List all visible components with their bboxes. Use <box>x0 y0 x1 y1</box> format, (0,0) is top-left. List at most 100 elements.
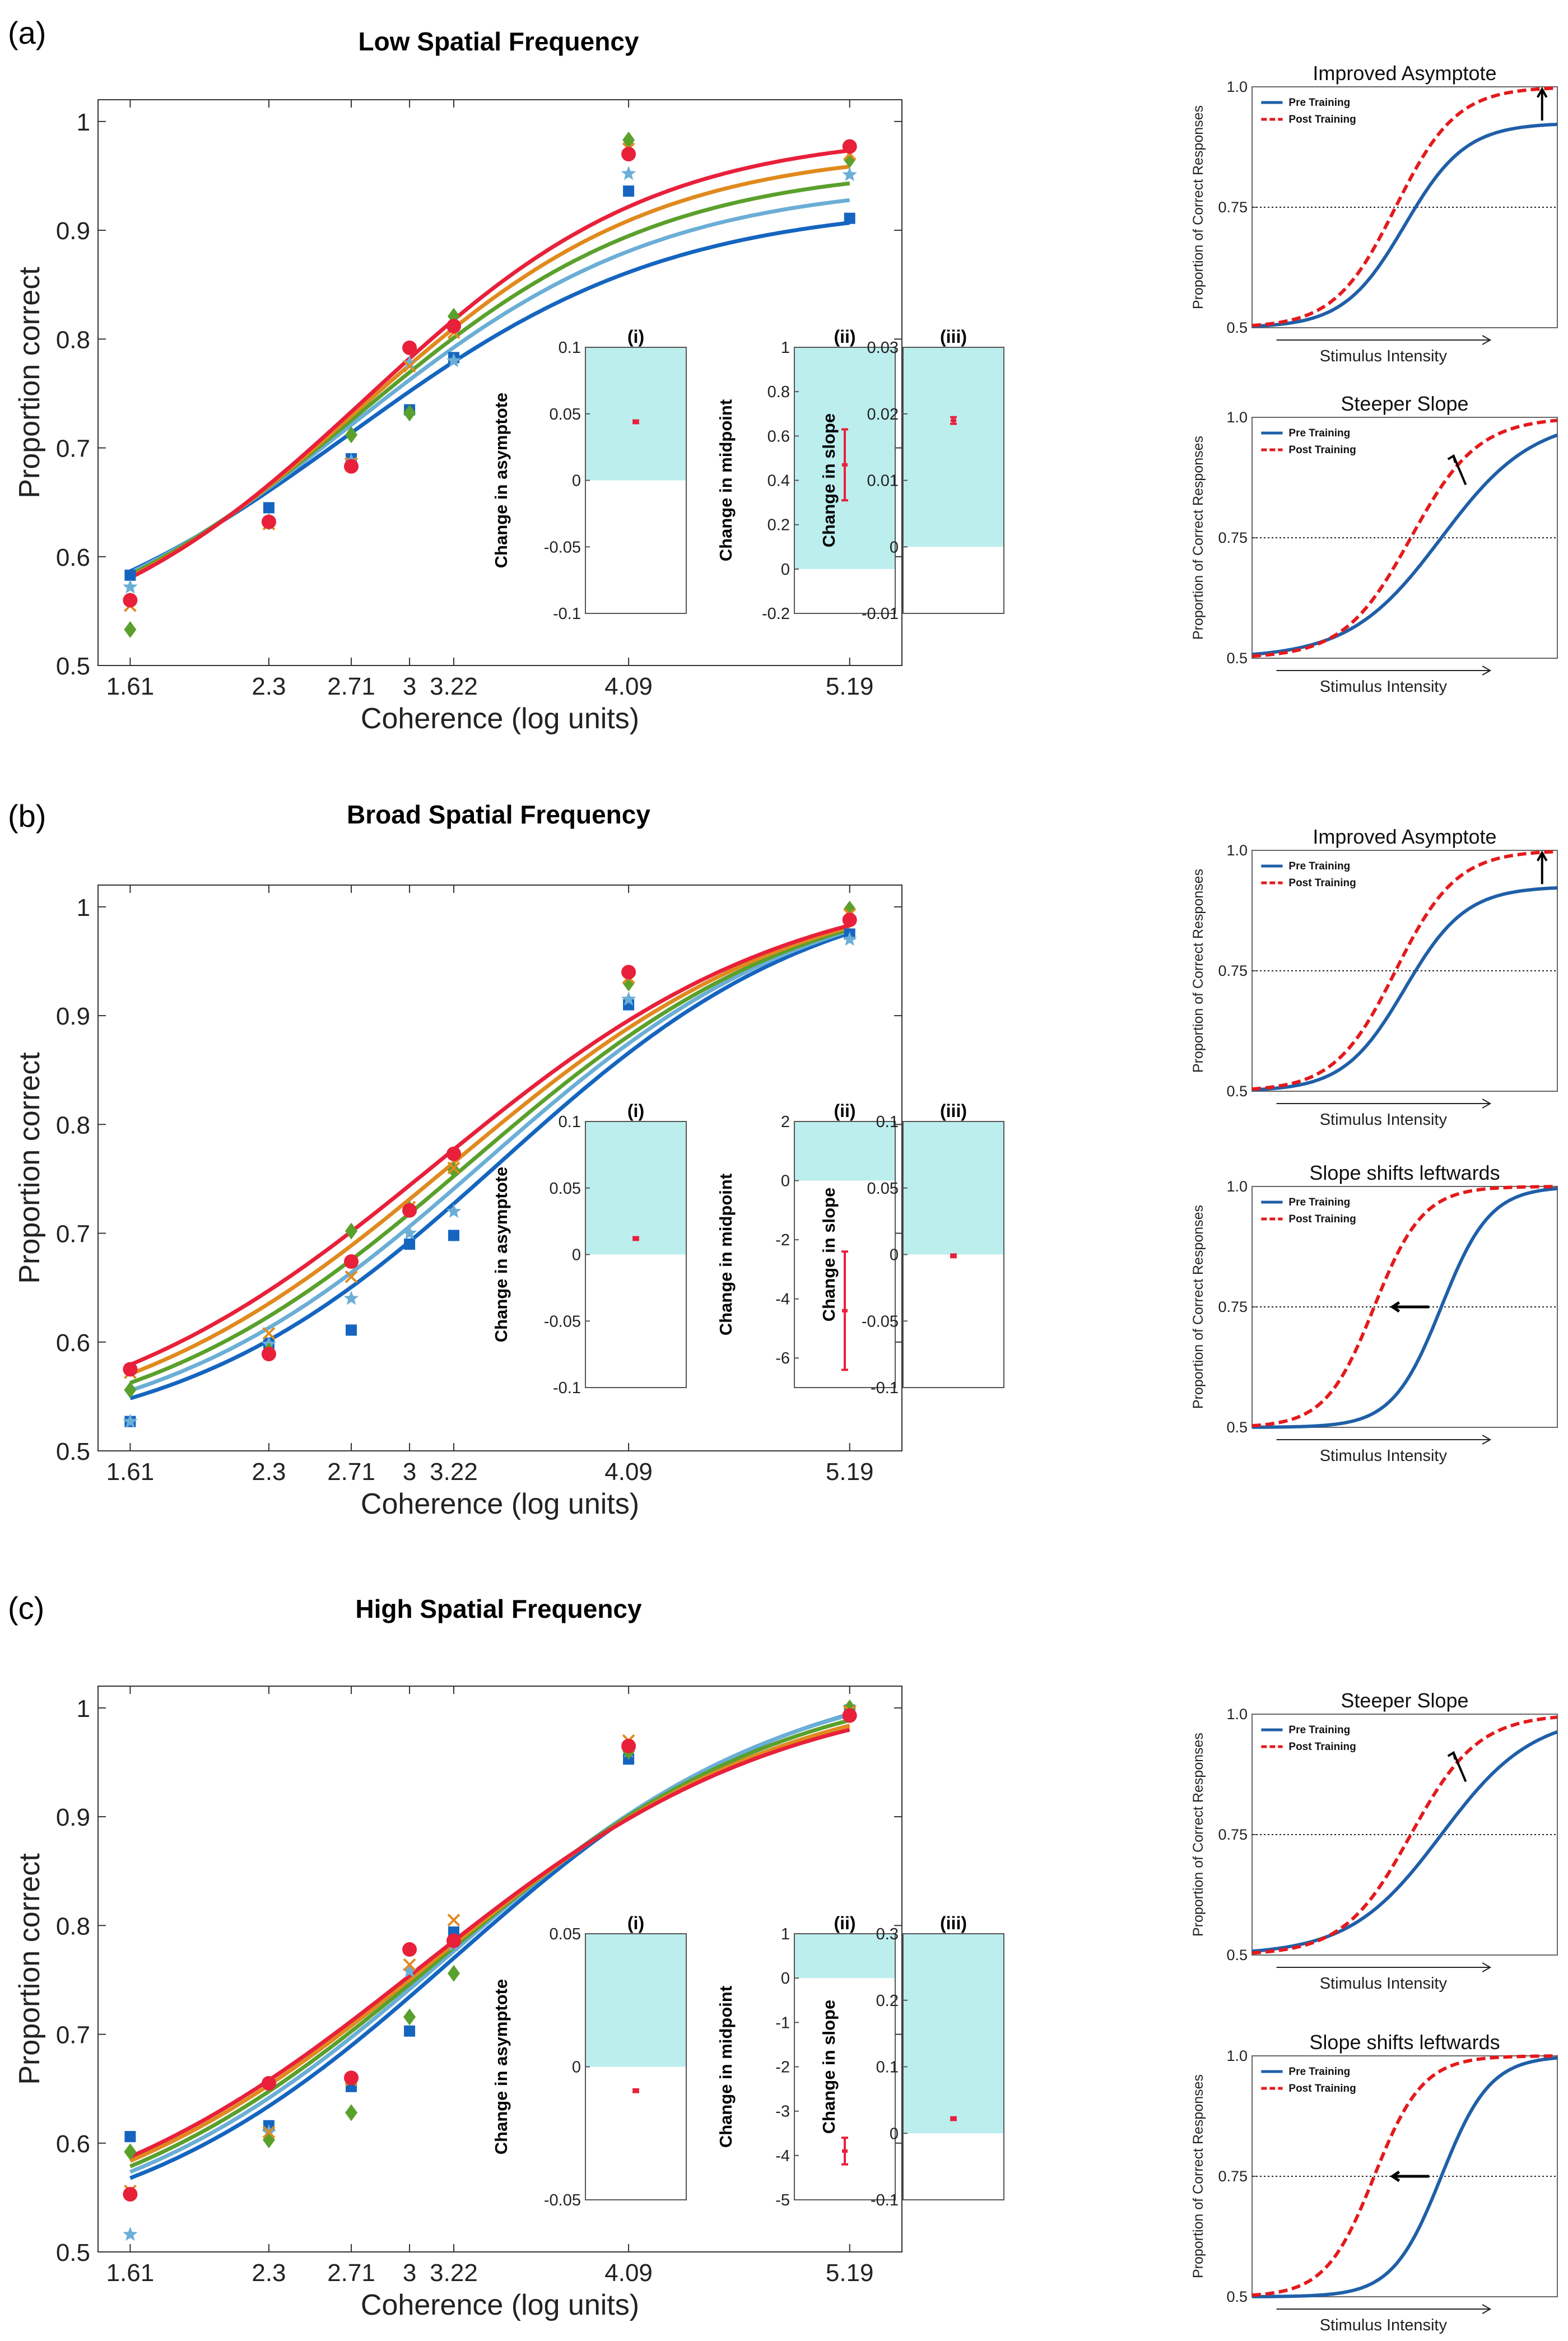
inset-2: (ii) -0.2 0 0.2 0.4 0.6 0.8 1 Change in midpoint <box>716 327 896 623</box>
inset-positive-region <box>903 1121 1004 1255</box>
concept-legend: Pre Training Post Training <box>1261 97 1356 125</box>
concept-title: Slope shifts leftwards <box>1309 1161 1500 1184</box>
data-point-session5 <box>402 340 417 355</box>
pre-training-curve <box>1251 886 1558 1092</box>
inset-tick-label: -0.05 <box>862 1313 899 1330</box>
inset-tick-label: 0.03 <box>867 339 899 357</box>
inset-ylabel: Change in midpoint <box>716 1174 736 1335</box>
concept-a-2: Steeper Slope 0.5 0.75 1.0 Proportion of Cor… <box>1190 392 1558 696</box>
inset-positive-region <box>794 1934 895 1979</box>
data-point-session1 <box>448 1230 459 1241</box>
inset-tick-label: -0.1 <box>871 2191 899 2209</box>
panel-title-b: Broad Spatial Frequency <box>347 800 650 829</box>
y-tick-label: 0.9 <box>56 1003 90 1030</box>
panel-letter-c: (c) <box>8 1590 44 1626</box>
inset-tick-label: 1 <box>781 339 790 357</box>
data-point-session1 <box>263 502 274 514</box>
inset-mean-marker <box>951 418 956 422</box>
x-tick-label: 3 <box>403 1458 416 1486</box>
concept-legend: Pre Training Post Training <box>1261 1197 1356 1225</box>
panel-letter-a: (a) <box>8 15 46 50</box>
data-point-session5 <box>621 1738 636 1753</box>
concept-title: Improved Asymptote <box>1313 62 1496 85</box>
data-point-session4 <box>447 1161 460 1175</box>
inset-tick-label: 0.2 <box>767 516 790 534</box>
y-tick-label: 0.6 <box>56 2130 90 2158</box>
data-point-session3 <box>124 1381 137 1399</box>
concept-tick-label: 0.5 <box>1226 650 1248 667</box>
change-arrow <box>1390 1301 1430 1313</box>
concept-tick-label: 0.75 <box>1218 529 1248 546</box>
post-training-curve <box>1251 2054 1558 2297</box>
data-point-session5 <box>621 147 636 162</box>
inset-tick-label: -0.1 <box>553 605 581 623</box>
plot-frame <box>97 885 902 1451</box>
legend-pre-label: Pre Training <box>1288 2066 1350 2078</box>
legend-post-label: Post Training <box>1288 444 1356 456</box>
concept-b-2: Slope shifts leftwards 0.5 0.75 1.0 Proporti… <box>1190 1161 1558 1465</box>
data-point-session3 <box>124 2143 137 2161</box>
concept-tick-label: 1.0 <box>1226 2047 1248 2064</box>
inset-tick-label: 0 <box>781 1172 790 1190</box>
inset-ylabel: Change in midpoint <box>716 1986 736 2148</box>
x-axis-label: Coherence (log units) <box>361 702 639 735</box>
inset-title: (iii) <box>940 1101 967 1121</box>
legend-pre-label: Pre Training <box>1288 1724 1350 1736</box>
x-tick-label: 4.09 <box>604 673 653 700</box>
data-point-session2 <box>123 1413 138 1428</box>
inset-tick-label: -5 <box>775 2191 790 2209</box>
inset-title: (ii) <box>834 1101 855 1121</box>
data-point-session2 <box>402 1225 417 1240</box>
inset-tick-label: -0.1 <box>553 1379 581 1397</box>
concept-tick-label: 1.0 <box>1226 78 1248 95</box>
inset-tick-label: 0 <box>572 472 581 490</box>
inset-title: (iii) <box>940 1913 967 1933</box>
inset-frame <box>794 1121 896 1388</box>
inset-tick-label: 0.05 <box>550 1925 581 1943</box>
data-point-session5 <box>446 1933 461 1948</box>
data-point-session3 <box>403 404 416 422</box>
change-arrow <box>1537 87 1548 121</box>
x-tick-label: 4.09 <box>604 2259 653 2287</box>
inset-tick-label: 0 <box>890 538 899 556</box>
concept-legend: Pre Training Post Training <box>1261 2066 1356 2095</box>
inset-title: (ii) <box>834 327 855 347</box>
data-point-session5 <box>842 1708 857 1723</box>
x-axis-label: Coherence (log units) <box>361 1488 639 1520</box>
concept-tick-label: 1.0 <box>1226 1178 1248 1195</box>
inset-2: (ii) -5 -4 -3 -2 -1 0 1 Change in midpoint <box>716 1913 896 2209</box>
data-point-session2 <box>123 579 138 594</box>
fit-curve-session5 <box>129 1728 850 2159</box>
inset-3: (iii) -0.1 0 0.1 0.2 0.3 Change in slope <box>819 1913 1004 2209</box>
data-point-session5 <box>123 593 138 608</box>
y-tick-label: 0.9 <box>56 1804 90 1831</box>
data-point-session1 <box>623 185 635 197</box>
main-chart-b: 0.5 0.6 0.7 0.8 0.9 1 1.61 2.3 2.71 3 3.22 4.09 5.19… <box>13 885 902 1520</box>
inset-title: (ii) <box>834 1913 855 1933</box>
x-tick-label: 2.71 <box>327 673 375 700</box>
pre-training-curve <box>1251 1730 1558 1953</box>
inset-tick-label: 0 <box>572 2059 581 2077</box>
concept-c-1: Steeper Slope 0.5 0.75 1.0 Proportion of Cor… <box>1190 1689 1558 1993</box>
inset-tick-label: -0.2 <box>762 605 790 623</box>
concept-tick-label: 0.75 <box>1218 962 1248 979</box>
data-point-session3 <box>447 1965 460 1982</box>
data-point-session1 <box>124 569 136 581</box>
data-point-session3 <box>622 974 635 992</box>
concept-tick-label: 0.5 <box>1226 2288 1248 2305</box>
y-tick-label: 1 <box>77 1695 90 1723</box>
inset-positive-region <box>903 1934 1004 2134</box>
x-tick-label: 1.61 <box>106 673 155 700</box>
data-point-session5 <box>261 2075 276 2091</box>
plot-frame <box>97 1686 902 2252</box>
data-point-session1 <box>844 212 855 224</box>
y-tick-label: 0.7 <box>56 435 90 463</box>
concept-legend: Pre Training Post Training <box>1261 427 1356 456</box>
concept-tick-label: 0.5 <box>1226 319 1248 336</box>
stimulus-axis-arrowhead <box>1482 1099 1492 1109</box>
data-point-session3 <box>843 151 856 168</box>
y-tick-label: 0.6 <box>56 544 90 571</box>
concept-tick-label: 0.75 <box>1218 199 1248 216</box>
x-tick-label: 2.3 <box>252 1458 286 1486</box>
y-axis-label: Proportion correct <box>13 1853 46 2085</box>
